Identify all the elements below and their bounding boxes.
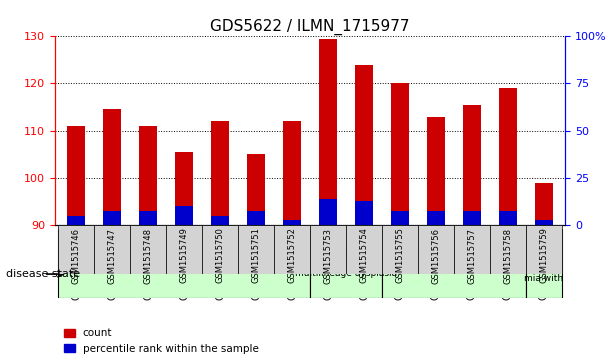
FancyBboxPatch shape xyxy=(418,225,454,274)
Bar xyxy=(535,220,553,225)
Bar xyxy=(139,126,157,225)
Bar xyxy=(391,211,409,225)
Bar xyxy=(211,216,229,225)
Bar xyxy=(355,201,373,225)
Bar xyxy=(463,211,481,225)
FancyBboxPatch shape xyxy=(346,225,382,274)
FancyBboxPatch shape xyxy=(526,225,562,274)
Bar xyxy=(103,109,121,225)
Bar xyxy=(67,126,85,225)
FancyBboxPatch shape xyxy=(490,225,526,274)
Text: MDS
refracto
ry ane
mia with: MDS refracto ry ane mia with xyxy=(524,243,564,283)
Text: GSM1515751: GSM1515751 xyxy=(252,228,261,284)
Text: GSM1515749: GSM1515749 xyxy=(180,228,188,284)
FancyBboxPatch shape xyxy=(382,229,526,298)
Bar xyxy=(283,121,301,225)
Bar xyxy=(319,38,337,225)
Text: disease state: disease state xyxy=(6,269,80,279)
Text: GSM1515752: GSM1515752 xyxy=(288,228,297,284)
Bar xyxy=(499,88,517,225)
Title: GDS5622 / ILMN_1715977: GDS5622 / ILMN_1715977 xyxy=(210,19,410,35)
Bar xyxy=(427,211,445,225)
Bar xyxy=(391,83,409,225)
Text: GSM1515758: GSM1515758 xyxy=(503,228,513,284)
Text: GSM1515759: GSM1515759 xyxy=(539,228,548,284)
Text: GSM1515756: GSM1515756 xyxy=(432,228,440,284)
Text: MDS refractory
cytopenia with
multilineage dysplasia: MDS refractory cytopenia with multilinea… xyxy=(295,248,397,278)
Bar xyxy=(499,211,517,225)
FancyBboxPatch shape xyxy=(58,225,94,274)
Text: GSM1515748: GSM1515748 xyxy=(143,228,153,284)
Bar xyxy=(355,65,373,225)
Bar xyxy=(175,152,193,225)
FancyBboxPatch shape xyxy=(382,225,418,274)
Legend: count, percentile rank within the sample: count, percentile rank within the sample xyxy=(60,324,263,358)
Bar xyxy=(427,117,445,225)
Bar xyxy=(67,216,85,225)
Bar xyxy=(175,206,193,225)
Bar xyxy=(247,154,265,225)
FancyBboxPatch shape xyxy=(238,225,274,274)
Text: MDS refractory anemia
with excess blasts-1: MDS refractory anemia with excess blasts… xyxy=(401,253,506,273)
FancyBboxPatch shape xyxy=(454,225,490,274)
FancyBboxPatch shape xyxy=(526,229,562,298)
FancyBboxPatch shape xyxy=(58,229,310,298)
Bar xyxy=(283,220,301,225)
Text: GSM1515753: GSM1515753 xyxy=(323,228,333,284)
FancyBboxPatch shape xyxy=(310,225,346,274)
Text: GSM1515747: GSM1515747 xyxy=(108,228,117,284)
Bar xyxy=(463,105,481,225)
Text: GSM1515746: GSM1515746 xyxy=(72,228,81,284)
Text: GSM1515755: GSM1515755 xyxy=(395,228,404,284)
FancyBboxPatch shape xyxy=(274,225,310,274)
Bar xyxy=(103,211,121,225)
Text: control: control xyxy=(168,259,200,268)
Bar xyxy=(247,211,265,225)
Bar xyxy=(319,199,337,225)
Bar xyxy=(211,121,229,225)
Bar xyxy=(139,211,157,225)
Text: GSM1515757: GSM1515757 xyxy=(468,228,477,284)
FancyBboxPatch shape xyxy=(202,225,238,274)
Text: GSM1515750: GSM1515750 xyxy=(216,228,225,284)
FancyBboxPatch shape xyxy=(130,225,166,274)
FancyBboxPatch shape xyxy=(310,229,382,298)
Bar xyxy=(535,183,553,225)
FancyBboxPatch shape xyxy=(166,225,202,274)
Text: GSM1515754: GSM1515754 xyxy=(359,228,368,284)
FancyBboxPatch shape xyxy=(94,225,130,274)
